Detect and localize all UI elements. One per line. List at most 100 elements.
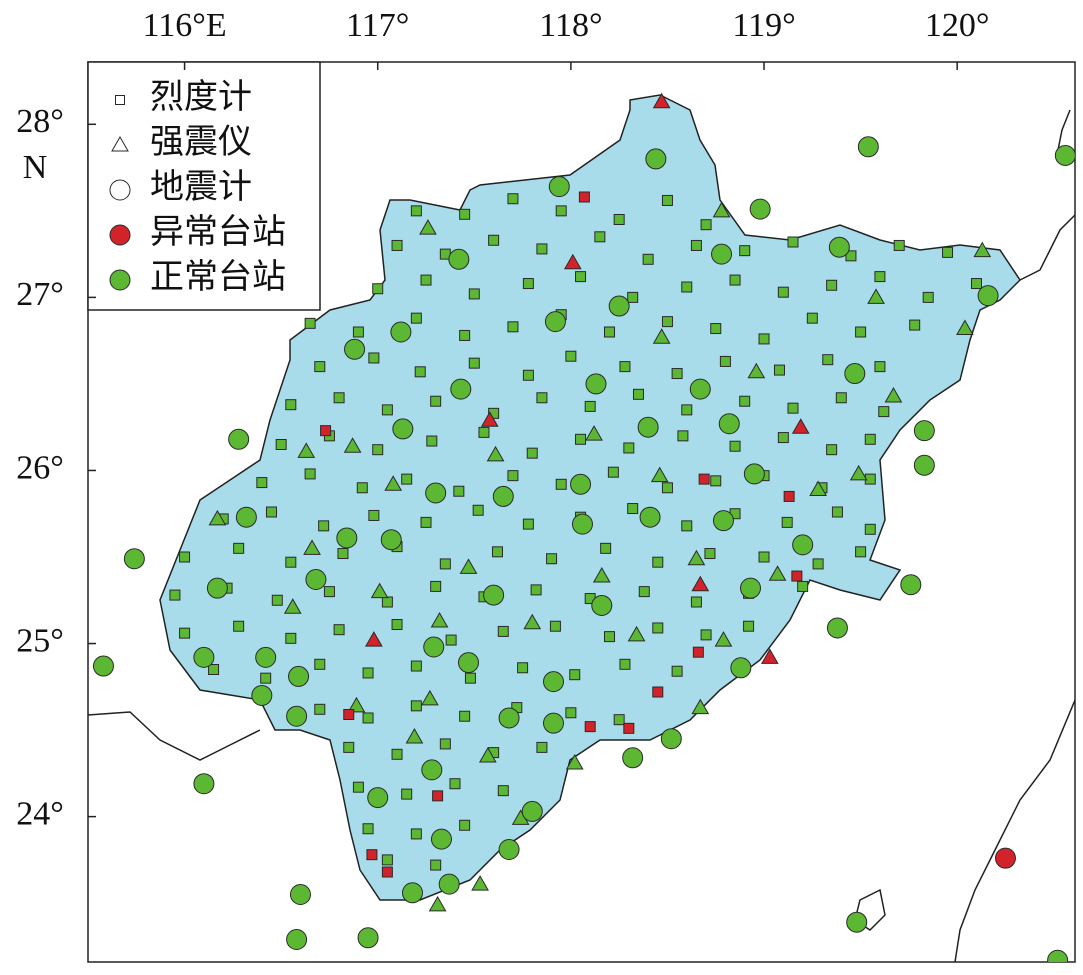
square-marker xyxy=(368,509,380,521)
square-marker xyxy=(719,355,731,367)
circle-marker xyxy=(1054,144,1075,166)
square-marker xyxy=(381,866,393,878)
square-marker xyxy=(430,859,442,871)
square-marker xyxy=(739,395,751,407)
square-marker xyxy=(522,369,534,381)
square-marker xyxy=(517,662,529,674)
y-tick-label: 24° xyxy=(16,795,64,832)
square-marker xyxy=(729,274,741,286)
circle-marker xyxy=(542,712,564,734)
square-marker xyxy=(333,624,345,636)
square-marker xyxy=(864,433,876,445)
circle-marker xyxy=(492,485,514,507)
square-marker xyxy=(453,485,465,497)
square-marker xyxy=(681,281,693,293)
x-tick-label: 118° xyxy=(539,7,602,44)
square-marker xyxy=(652,556,664,568)
square-marker xyxy=(271,594,283,606)
square-marker xyxy=(536,243,548,255)
circle-marker xyxy=(483,584,505,606)
square-marker xyxy=(414,366,426,378)
square-marker xyxy=(507,470,519,482)
circle-marker xyxy=(392,418,414,440)
legend-label: 地震计 xyxy=(150,168,252,206)
square-marker xyxy=(555,205,567,217)
triangle-marker xyxy=(627,625,646,642)
basemap xyxy=(88,94,1075,962)
circle-marker xyxy=(421,759,443,781)
circle-marker xyxy=(109,179,131,201)
square-marker xyxy=(681,404,693,416)
square-marker xyxy=(690,596,702,608)
square-marker xyxy=(671,665,683,677)
square-marker xyxy=(115,95,125,105)
square-marker xyxy=(179,551,191,563)
circle-marker xyxy=(542,671,564,693)
coastline xyxy=(88,109,1075,962)
x-tick-label: 119° xyxy=(732,7,795,44)
legend-swatch xyxy=(109,269,131,291)
square-marker xyxy=(822,354,834,366)
square-marker xyxy=(565,350,577,362)
square-marker xyxy=(507,193,519,205)
square-marker xyxy=(698,473,710,485)
square-marker xyxy=(420,516,432,528)
frame xyxy=(87,61,1076,963)
y-tick-label: 26° xyxy=(16,449,64,486)
y-tick-label: 25° xyxy=(16,622,64,659)
legend-swatch xyxy=(109,224,131,246)
square-marker xyxy=(366,849,378,861)
square-marker xyxy=(922,291,934,303)
square-marker xyxy=(575,271,587,283)
square-marker xyxy=(410,660,422,672)
square-marker xyxy=(260,672,272,684)
circle-marker xyxy=(450,378,472,400)
square-marker xyxy=(401,473,413,485)
square-marker xyxy=(864,523,876,535)
square-marker xyxy=(372,444,384,456)
square-marker xyxy=(430,580,442,592)
square-marker xyxy=(304,317,316,329)
x-tick-label: 117° xyxy=(346,7,409,44)
square-marker xyxy=(661,316,673,328)
triangle-marker xyxy=(747,362,766,379)
square-marker xyxy=(661,194,673,206)
circle-marker xyxy=(193,646,215,668)
circle-marker xyxy=(438,873,460,895)
legend-label: 强震仪 xyxy=(150,124,252,161)
square-marker xyxy=(430,395,442,407)
circle-marker xyxy=(712,510,734,532)
circle-marker xyxy=(288,665,310,687)
legend-label: 烈度计 xyxy=(150,78,252,116)
circle-marker xyxy=(913,420,935,442)
square-marker xyxy=(627,503,639,515)
triangle-marker xyxy=(459,558,478,574)
triangle-marker xyxy=(343,437,362,453)
triangle-marker xyxy=(652,328,671,344)
square-marker xyxy=(285,399,297,411)
triangle-marker xyxy=(760,648,779,664)
triangle-marker xyxy=(691,575,710,592)
circle-marker xyxy=(390,321,412,343)
square-marker xyxy=(773,364,785,376)
square-marker xyxy=(233,542,245,554)
triangle-marker xyxy=(384,475,403,491)
square-marker xyxy=(343,709,355,720)
triangle-marker xyxy=(867,288,885,304)
circle-marker xyxy=(826,617,848,639)
circle-marker xyxy=(286,705,308,727)
square-marker xyxy=(439,558,451,570)
triangle-marker xyxy=(791,418,810,434)
circle-marker xyxy=(430,828,452,850)
triangle-marker xyxy=(471,875,489,891)
square-marker xyxy=(681,520,693,532)
square-marker xyxy=(632,388,644,400)
circle-marker xyxy=(711,243,733,265)
circle-marker xyxy=(255,646,277,668)
square-marker xyxy=(372,283,384,295)
square-marker xyxy=(970,278,982,290)
y-axis-label: N xyxy=(23,149,48,186)
circle-marker xyxy=(336,527,358,549)
circle-marker xyxy=(740,577,762,599)
circle-marker xyxy=(689,378,711,400)
